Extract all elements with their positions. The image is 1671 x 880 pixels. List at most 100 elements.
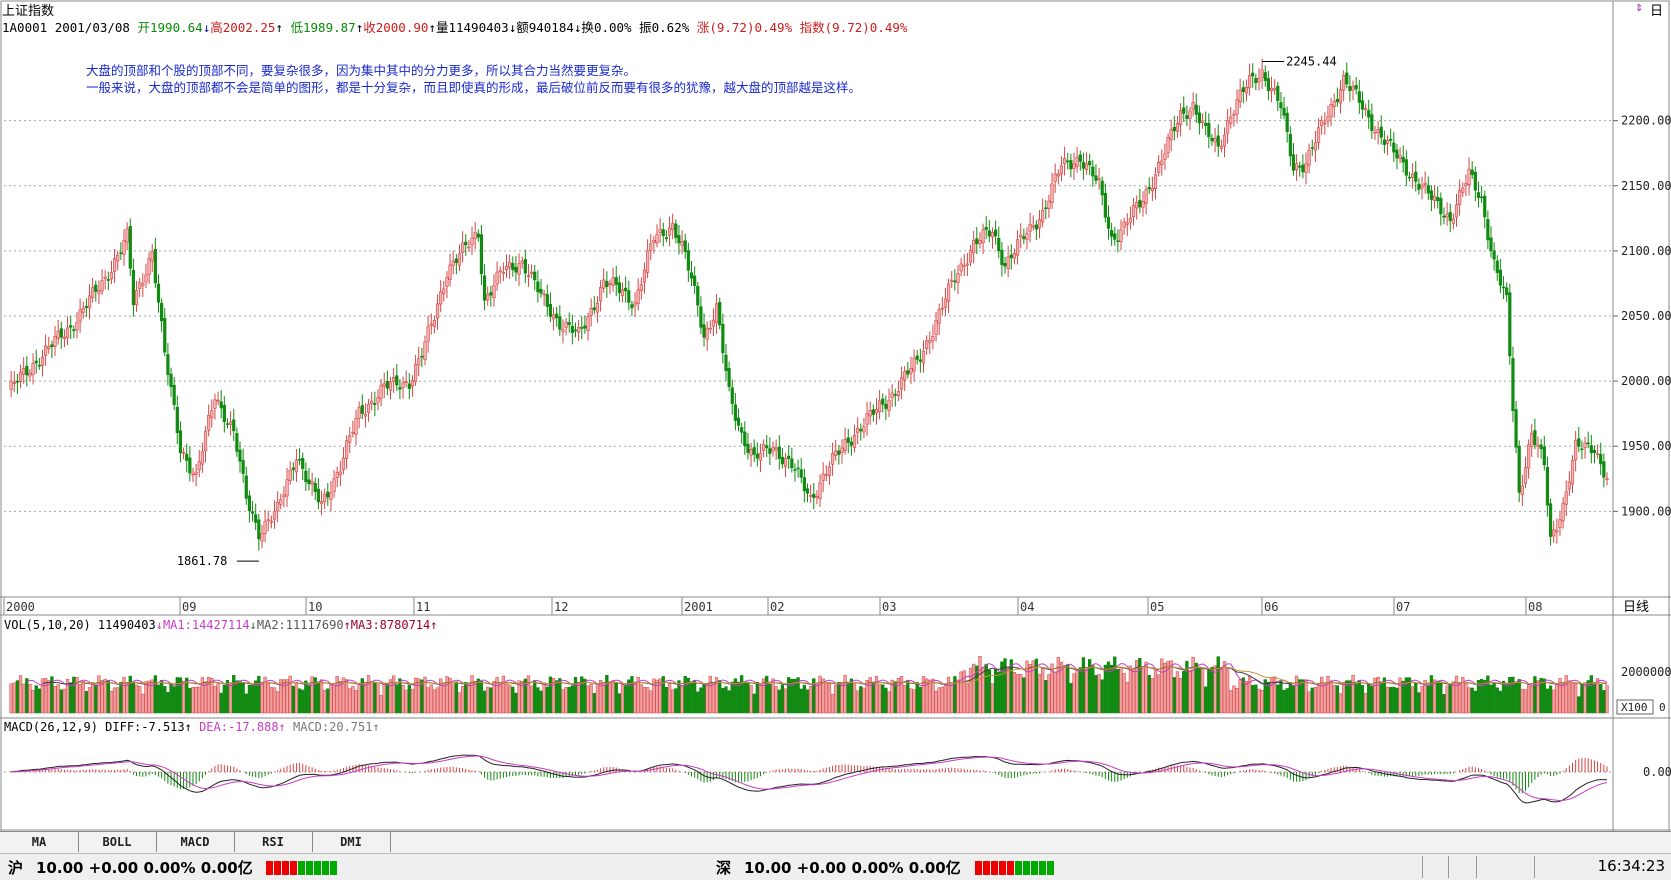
- candle-body: [921, 350, 926, 364]
- x-tick-label: 03: [882, 600, 896, 614]
- candle-body: [611, 277, 615, 286]
- macd-dea-line: [11, 755, 1608, 802]
- amount-label: 额: [516, 20, 529, 35]
- volume-bar: [370, 681, 374, 714]
- candle-body: [1548, 503, 1553, 537]
- volume-bar: [598, 680, 603, 714]
- volume-bar: [197, 686, 201, 714]
- candle-body: [583, 325, 587, 329]
- tab-dmi[interactable]: DMI: [312, 832, 391, 852]
- candle-body: [1589, 445, 1593, 454]
- tab-ma[interactable]: MA: [0, 832, 79, 852]
- candle-body: [874, 408, 879, 414]
- candle-body: [282, 494, 286, 498]
- candle-body: [1144, 189, 1148, 204]
- volume-bar: [1025, 660, 1029, 714]
- candle-body: [642, 269, 647, 283]
- candle-body: [740, 427, 744, 433]
- volume-bar: [674, 688, 678, 714]
- candle-body: [160, 302, 164, 322]
- candle-body: [539, 288, 543, 294]
- candle-body: [965, 263, 969, 266]
- volume-bar: [31, 689, 35, 714]
- candle-body: [119, 252, 123, 255]
- tab-macd[interactable]: MACD: [156, 832, 235, 852]
- candle-body: [1291, 154, 1296, 171]
- candle-body: [1470, 169, 1474, 175]
- candle-body: [1555, 529, 1559, 533]
- candle-body: [1028, 223, 1032, 232]
- vol-ma3-line: [73, 666, 1608, 685]
- open-value: 1990.64: [150, 20, 203, 35]
- volume-bar: [1251, 685, 1255, 714]
- candle-body: [783, 457, 788, 467]
- candle-body: [1273, 88, 1277, 91]
- candle-body: [150, 251, 154, 262]
- candle-body: [200, 451, 204, 465]
- candle-body: [1605, 478, 1609, 481]
- volume-bar: [382, 682, 386, 714]
- volume-bar: [216, 683, 220, 714]
- candle-body: [263, 521, 267, 534]
- candle-body: [689, 272, 694, 279]
- tab-rsi[interactable]: RSI: [234, 832, 313, 852]
- candle-body: [1561, 502, 1565, 522]
- candle-body: [1037, 219, 1042, 229]
- candle-body: [1363, 108, 1368, 110]
- volume-bar: [689, 681, 694, 714]
- candle-body: [956, 273, 960, 283]
- volume-bar: [250, 684, 255, 714]
- volume-bar: [536, 687, 540, 714]
- volume-bar: [542, 682, 546, 714]
- volume-bar: [1445, 685, 1449, 714]
- candle-body: [771, 447, 775, 452]
- volume-bar: [297, 688, 302, 714]
- volume-bar: [272, 687, 277, 714]
- candle-body: [420, 355, 424, 358]
- volume-bar: [78, 684, 82, 714]
- candle-body: [630, 304, 634, 309]
- volume-bar: [1207, 669, 1211, 714]
- volume-bar: [266, 683, 270, 714]
- chart-area[interactable]: 2200.00 2150.00 2100.00 2050.00 2000.00 1950.…: [0, 0, 1671, 831]
- volume-bar: [1273, 676, 1277, 714]
- candle-body: [501, 271, 505, 274]
- volume-bar: [1225, 668, 1230, 714]
- macd-dea: DEA:-17.888↑: [199, 720, 293, 734]
- candle-body: [595, 303, 600, 313]
- period-toggle[interactable]: 日: [1649, 4, 1663, 19]
- volume-bar: [539, 690, 543, 714]
- candle-body: [649, 243, 653, 251]
- candle-body: [75, 322, 79, 331]
- candle-body: [639, 284, 643, 291]
- volume-bar: [172, 686, 176, 714]
- volume-bar: [285, 679, 289, 714]
- candle-body: [91, 287, 95, 298]
- candle-body: [878, 400, 882, 413]
- tab-boll[interactable]: BOLL: [78, 832, 157, 852]
- amplitude-value: 0.62%: [651, 20, 690, 35]
- candle-body: [1426, 185, 1430, 194]
- candle-body: [508, 261, 512, 268]
- volume-bar: [1548, 685, 1553, 714]
- flag-icon[interactable]: ⇕: [1635, 0, 1643, 15]
- candle-body: [1367, 110, 1371, 118]
- volume-bar: [1291, 685, 1296, 714]
- volume-bar: [862, 687, 866, 714]
- candle-body: [1157, 161, 1161, 173]
- candle-body: [1357, 91, 1361, 103]
- volume-bar: [972, 663, 976, 714]
- volume-bar: [1376, 676, 1380, 714]
- volume-bar: [12, 682, 16, 714]
- candle-body: [1392, 142, 1396, 153]
- candle-body: [511, 262, 515, 270]
- candle-body: [116, 254, 120, 262]
- price-tick-label: 2100.00: [1621, 244, 1671, 258]
- candle-body: [589, 308, 593, 316]
- candle-body: [216, 399, 220, 402]
- volume-bar: [887, 691, 891, 714]
- candle-body: [526, 275, 531, 277]
- sh-quote: 10.00 +0.00 0.00% 0.00亿: [36, 859, 253, 877]
- candle-body: [260, 533, 264, 542]
- volume-bar: [385, 682, 390, 714]
